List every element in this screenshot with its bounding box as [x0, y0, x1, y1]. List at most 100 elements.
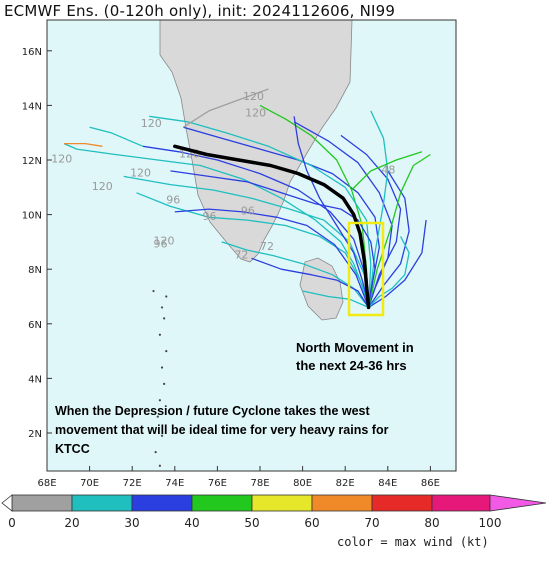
colorbar-tick-label: 40 [184, 516, 199, 530]
island-dot [160, 366, 164, 369]
colorbar-segment [371, 494, 433, 512]
colorbar-tick-label: 80 [424, 516, 439, 530]
island-dot [156, 415, 159, 418]
ensemble-track-line [174, 208, 370, 308]
ensemble-track-line [251, 257, 370, 308]
lon-tick-label: 68E [37, 478, 56, 489]
forecast-hour-label: 72 [260, 240, 274, 253]
ensemble-track-line [136, 192, 370, 308]
island-dot [160, 306, 164, 309]
forecast-hour-label: 120 [130, 166, 151, 179]
north-movement-box [347, 221, 385, 317]
ensemble-track-line [183, 126, 380, 308]
west-movement-text-line1: When the Depression / future Cyclone tak… [55, 404, 370, 418]
island-dot [158, 333, 161, 336]
island-dot [163, 382, 166, 385]
north-movement-text-line2: the next 24-36 hrs [296, 358, 407, 373]
plot-frame [46, 19, 457, 472]
lon-tick-label: 72E [123, 478, 142, 489]
north-movement-text-line1: North Movement in [296, 340, 414, 355]
ensemble-track-line [182, 88, 269, 128]
sri-lanka-landmass [299, 257, 344, 321]
lat-tick-label: 4N [28, 374, 42, 385]
colorbar-tick-label: 20 [64, 516, 79, 530]
forecast-hour-label: 96 [154, 237, 168, 250]
island-dot [154, 451, 157, 454]
ensemble-track-line [89, 126, 144, 147]
lat-tick-label: 14N [22, 101, 42, 112]
island-dot [165, 350, 168, 353]
colorbar-tick-label: 0 [8, 516, 16, 530]
maldives-islands [152, 289, 168, 467]
lat-tick-label: 6N [28, 320, 42, 331]
ensemble-track-line [170, 170, 376, 308]
lon-tick-label: 74E [165, 478, 184, 489]
colorbar-segment [431, 494, 491, 512]
lon-tick-label: 80E [293, 478, 312, 489]
ensemble-track-line [368, 220, 427, 308]
colorbar-tick-label: 60 [304, 516, 319, 530]
lat-tick-label: 2N [28, 429, 42, 440]
lat-tick-label: 12N [22, 156, 42, 167]
island-dot [158, 399, 161, 402]
ensemble-track-line [64, 142, 103, 147]
lon-tick-label: 86E [421, 478, 440, 489]
ensemble-tracks [63, 88, 431, 308]
lon-tick-label: 76E [208, 478, 227, 489]
island-dot [152, 289, 155, 293]
colorbar-segment [191, 494, 253, 512]
ensemble-track-line [63, 143, 370, 308]
colorbar-tick-label: 70 [364, 516, 379, 530]
colorbar-tick-label: 30 [124, 516, 139, 530]
lon-tick-label: 70E [80, 478, 99, 489]
forecast-hour-label: 72 [234, 248, 248, 261]
lon-tick-label: 78E [250, 478, 269, 489]
colorbar-tick-label: 50 [244, 516, 259, 530]
ensemble-track-line [123, 175, 370, 308]
wind-colorbar: 0 20 30 40 50 60 70 80 100 [1, 494, 547, 530]
island-dot [160, 434, 164, 437]
lat-tick-label: 16N [22, 47, 42, 58]
island-dot [163, 317, 166, 320]
lat-tick-label: 10N [22, 211, 42, 222]
west-movement-text-line2: movement that will be ideal time for ver… [55, 423, 389, 437]
forecast-hour-label: 120 [243, 90, 264, 103]
colorbar-lower-end [1, 494, 13, 512]
forecast-hour-label: 120 [92, 180, 113, 193]
ensemble-track-line [149, 115, 372, 308]
colorbar-segment [131, 494, 193, 512]
forecast-hour-label: 48 [381, 164, 395, 177]
ensemble-track-line [351, 151, 423, 191]
map-axes: 68E 70E 72E 74E 76E 78E 80E 82E 84E 86E 2N 4N 6N 8N 10… [22, 47, 440, 489]
forecast-hour-label: 96 [166, 194, 180, 207]
ensemble-mean-track [173, 144, 371, 310]
west-movement-text-line3: KTCC [55, 442, 90, 456]
ensemble-track-line [293, 116, 370, 308]
colorbar-segment [71, 494, 133, 512]
ensemble-track-line [368, 236, 410, 308]
colorbar-tick-label: 100 [479, 516, 502, 530]
forecast-hour-label: 120 [51, 153, 72, 166]
island-dot [165, 295, 168, 298]
lat-tick-label: 8N [28, 265, 42, 276]
forecast-hour-label: 120 [154, 235, 175, 248]
lon-tick-label: 82E [336, 478, 355, 489]
colorbar-segment [11, 494, 73, 512]
colorbar-segment [311, 494, 373, 512]
forecast-hour-label: 96 [202, 210, 216, 223]
forecast-hour-label: 120 [245, 106, 266, 119]
forecast-hour-label: 120 [141, 117, 162, 130]
colorbar-extension [489, 494, 547, 512]
ensemble-track-line [367, 153, 431, 308]
colorbar-caption: color = max wind (kt) [337, 535, 489, 549]
ensemble-track-line [368, 170, 410, 308]
island-dot [158, 464, 161, 467]
forecast-hour-label: 96 [241, 205, 255, 218]
plot-title: ECMWF Ens. (0-120h only), init: 20241126… [4, 2, 396, 20]
ensemble-track-line [340, 134, 402, 308]
ensemble-track-line [302, 290, 369, 308]
india-landmass [159, 20, 353, 263]
ensemble-track-line [142, 145, 370, 308]
